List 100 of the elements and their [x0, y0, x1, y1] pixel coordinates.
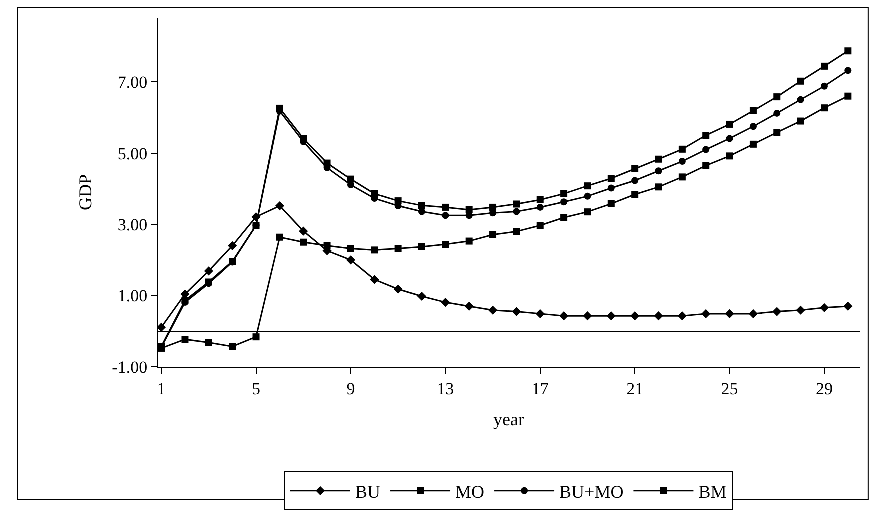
- point: [702, 132, 710, 140]
- legend-label: BU+MO: [560, 482, 624, 502]
- y-tick-label: -1.00: [112, 358, 148, 377]
- point: [584, 182, 592, 190]
- point: [204, 266, 214, 276]
- y-tick-label: 7.00: [118, 73, 148, 92]
- point: [466, 238, 473, 245]
- point: [772, 307, 782, 316]
- point: [560, 312, 569, 321]
- point: [844, 302, 853, 312]
- x-tick-label: 1: [157, 379, 166, 398]
- point: [300, 135, 308, 142]
- point: [371, 190, 378, 198]
- point: [560, 190, 568, 198]
- point: [797, 96, 804, 104]
- point: [702, 309, 711, 318]
- point: [394, 245, 402, 252]
- y-tick-label: 5.00: [118, 144, 148, 164]
- point: [630, 312, 640, 321]
- legend-label: MO: [456, 482, 485, 502]
- point: [418, 202, 426, 210]
- legend-label: BU: [356, 482, 381, 502]
- point: [394, 284, 403, 294]
- point: [276, 104, 284, 112]
- point: [750, 140, 757, 148]
- point: [442, 212, 450, 220]
- point: [418, 208, 426, 216]
- point: [774, 110, 781, 117]
- point: [678, 312, 687, 321]
- point: [820, 82, 828, 90]
- point: [608, 175, 615, 182]
- x-tick-label: 9: [346, 379, 356, 398]
- point: [371, 246, 378, 254]
- point: [394, 198, 402, 205]
- point: [678, 146, 686, 153]
- point: [252, 334, 260, 341]
- x-tick-label: 5: [252, 379, 261, 398]
- point: [678, 158, 686, 166]
- point: [606, 312, 616, 321]
- point: [725, 309, 734, 318]
- point: [797, 78, 804, 85]
- point: [228, 241, 238, 250]
- point: [655, 184, 662, 191]
- point: [632, 177, 639, 184]
- point: [442, 240, 450, 248]
- point: [513, 228, 520, 236]
- point: [655, 168, 662, 175]
- point: [276, 234, 284, 241]
- point: [820, 62, 828, 70]
- point: [252, 222, 260, 230]
- point: [324, 160, 331, 167]
- point: [584, 208, 592, 216]
- point: [347, 176, 354, 183]
- x-tick-label: 29: [816, 379, 833, 398]
- point: [275, 201, 284, 211]
- point: [490, 204, 497, 211]
- point: [182, 336, 189, 344]
- point: [654, 312, 664, 321]
- point: [466, 206, 473, 214]
- point: [229, 343, 236, 350]
- point: [490, 231, 497, 238]
- point: [678, 174, 686, 181]
- point: [300, 238, 308, 246]
- point: [797, 118, 804, 125]
- point: [560, 214, 568, 222]
- point: [324, 242, 331, 250]
- point: [583, 312, 592, 321]
- point: [441, 298, 450, 308]
- point: [844, 48, 852, 55]
- x-tick-label: 17: [532, 379, 550, 398]
- point: [820, 104, 828, 112]
- point: [750, 123, 757, 130]
- point: [513, 200, 520, 208]
- point: [796, 306, 806, 315]
- point: [820, 303, 830, 312]
- point: [560, 198, 568, 206]
- point: [655, 156, 662, 163]
- point: [748, 309, 758, 318]
- point: [584, 192, 592, 200]
- point: [536, 222, 544, 230]
- point: [702, 146, 710, 154]
- legend-label: BM: [698, 482, 727, 502]
- point: [346, 256, 356, 265]
- point: [774, 129, 781, 136]
- y-axis-title: GDP: [75, 174, 96, 211]
- point: [608, 184, 615, 192]
- point: [205, 339, 212, 346]
- x-tick-label: 21: [626, 379, 644, 398]
- point: [536, 309, 545, 318]
- point: [632, 166, 639, 172]
- point: [417, 292, 427, 302]
- point: [464, 302, 474, 312]
- point: [726, 135, 734, 142]
- point: [370, 275, 380, 284]
- point: [513, 208, 520, 216]
- point: [418, 243, 426, 250]
- point: [608, 200, 615, 208]
- point: [488, 306, 498, 315]
- point: [726, 152, 734, 160]
- point: [536, 196, 544, 204]
